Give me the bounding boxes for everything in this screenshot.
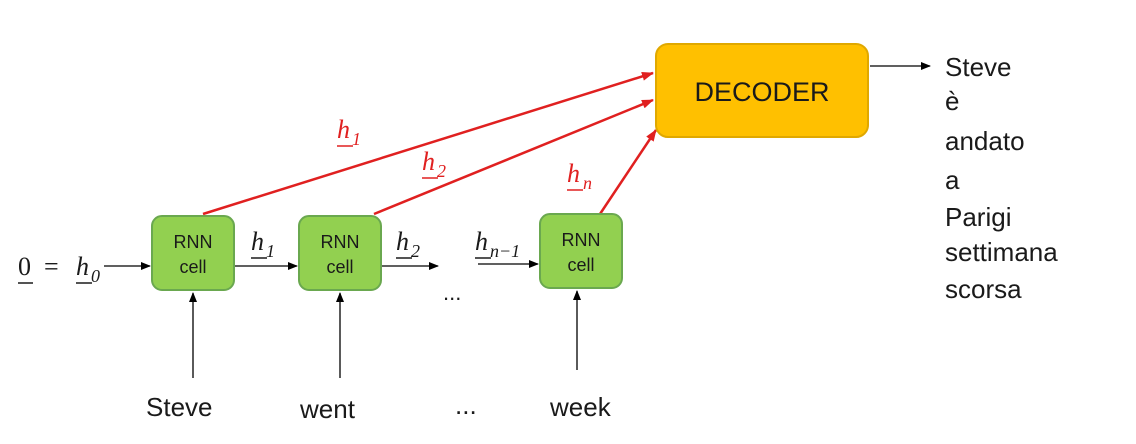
input-ellipsis: ... [455,390,477,420]
rnn-cell-n: RNN cell [539,213,623,289]
output-word: Steve [945,52,1012,82]
svg-text:h: h [337,115,350,144]
label-context-h2: h 2 [422,147,446,181]
rnn-cell-2: RNN cell [298,215,382,291]
svg-text:2: 2 [411,241,420,261]
svg-text:h: h [475,227,488,256]
output-word: andato [945,126,1025,156]
svg-text:h: h [567,159,580,188]
label-h2: h 2 [396,227,420,261]
svg-text:RNN: RNN [321,232,360,252]
svg-text:h: h [76,252,89,281]
output-word: a [945,165,960,195]
label-hn-minus-1: h n−1 [475,227,520,261]
decoder-box: DECODER [655,43,869,138]
svg-text:cell: cell [326,257,353,277]
decoder-label: DECODER [694,77,829,107]
svg-text:1: 1 [352,129,361,149]
svg-text:2: 2 [437,161,446,181]
svg-text:h: h [251,227,264,256]
output-word: Parigi [945,202,1011,232]
svg-text:h: h [396,227,409,256]
output-word: settimana [945,237,1058,267]
svg-text:n−1: n−1 [490,241,520,261]
input-word: Steve [146,392,213,422]
label-context-h1: h 1 [337,115,361,149]
context-arrow-h2 [373,98,654,216]
svg-text:1: 1 [266,241,275,261]
svg-text:n: n [583,173,592,193]
svg-text:0: 0 [18,252,31,281]
rnn-cell-1: RNN cell [151,215,235,291]
context-arrow-h1 [202,71,654,216]
svg-text:=: = [44,252,59,281]
svg-text:cell: cell [567,255,594,275]
svg-text:RNN: RNN [562,230,601,250]
svg-text:RNN: RNN [174,232,213,252]
output-words: Steve è andato a Parigi settimana scorsa [945,52,1058,304]
svg-text:0: 0 [91,266,100,286]
label-h1: h 1 [251,227,275,261]
label-context-hn: h n [567,159,592,193]
context-arrow-hn [598,129,658,215]
initial-state-label: 0 = h 0 [18,252,100,286]
output-word: scorsa [945,274,1022,304]
input-word: went [299,394,356,424]
svg-text:cell: cell [179,257,206,277]
input-word: week [549,392,612,422]
middle-ellipsis: ... [443,280,461,305]
svg-text:h: h [422,147,435,176]
output-word: è [945,86,959,116]
